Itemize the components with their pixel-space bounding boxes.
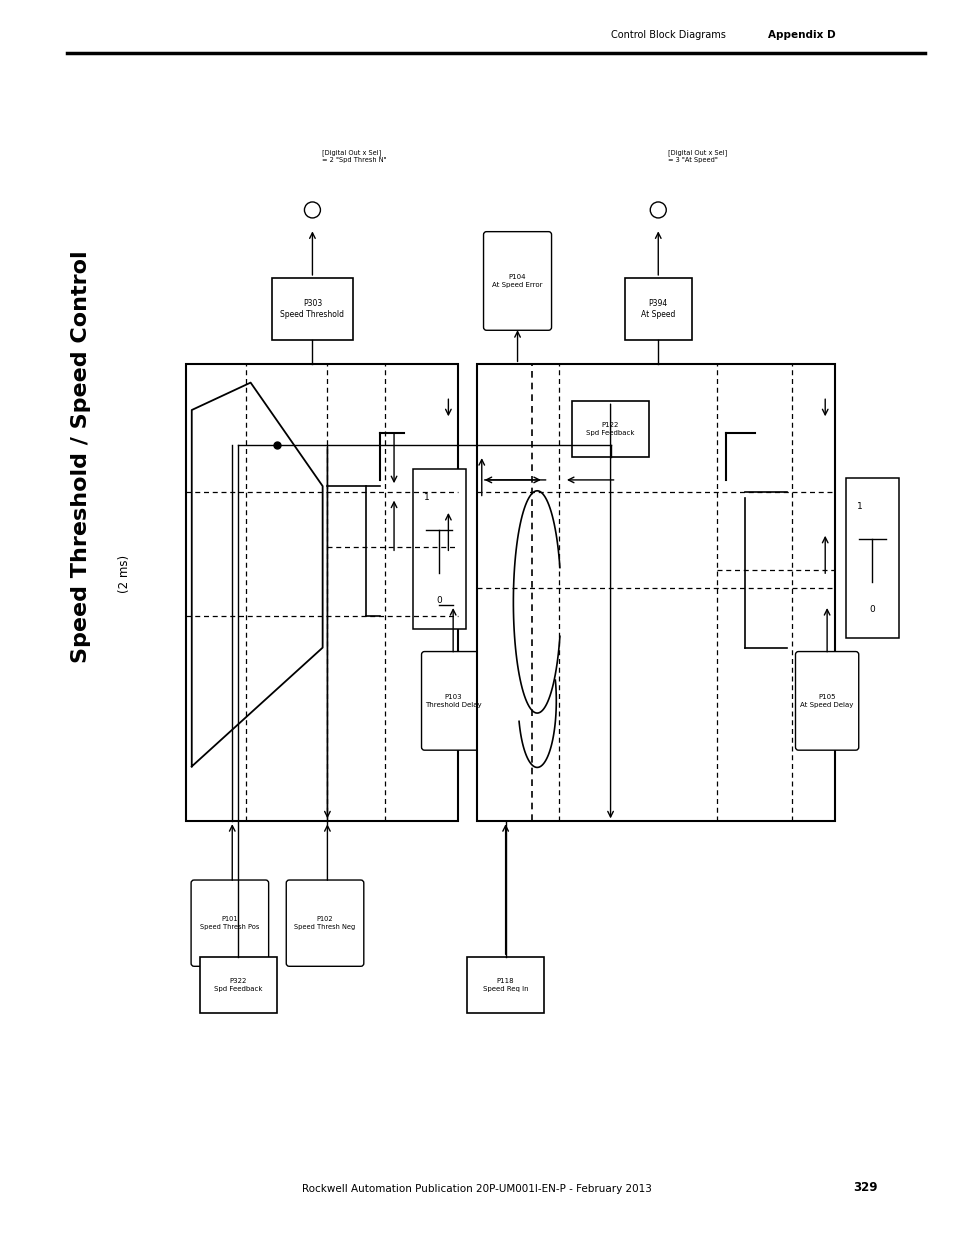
Text: P104
At Speed Error: P104 At Speed Error <box>492 274 542 288</box>
Bar <box>845 478 898 638</box>
Bar <box>572 401 648 457</box>
Text: Control Block Diagrams: Control Block Diagrams <box>610 30 724 40</box>
FancyBboxPatch shape <box>286 881 363 966</box>
Text: [Digital Out x Sel]
= 3 "At Speed": [Digital Out x Sel] = 3 "At Speed" <box>667 148 726 163</box>
Text: Appendix D: Appendix D <box>767 30 835 40</box>
Text: 0: 0 <box>436 597 442 605</box>
Bar <box>200 957 276 1013</box>
Text: Rockwell Automation Publication 20P-UM001I-EN-P - February 2013: Rockwell Automation Publication 20P-UM00… <box>302 1184 651 1194</box>
Text: P103
Threshold Delay: P103 Threshold Delay <box>424 694 481 708</box>
Bar <box>272 278 353 340</box>
Text: Speed Threshold / Speed Control: Speed Threshold / Speed Control <box>71 251 91 663</box>
FancyBboxPatch shape <box>421 652 484 750</box>
FancyBboxPatch shape <box>483 232 551 330</box>
Text: P394
At Speed: P394 At Speed <box>640 299 675 319</box>
Text: 1: 1 <box>856 503 862 511</box>
Text: [Digital Out x Sel]
= 2 "Spd Thresh N": [Digital Out x Sel] = 2 "Spd Thresh N" <box>321 148 386 163</box>
Bar <box>467 957 543 1013</box>
Text: P101
Speed Thresh Pos: P101 Speed Thresh Pos <box>200 916 259 930</box>
Text: P105
At Speed Delay: P105 At Speed Delay <box>800 694 853 708</box>
FancyBboxPatch shape <box>191 881 269 966</box>
Text: P122
Spd Feedback: P122 Spd Feedback <box>586 422 634 436</box>
Text: 1: 1 <box>423 493 429 503</box>
Text: P118
Speed Req In: P118 Speed Req In <box>482 978 528 992</box>
Text: 0: 0 <box>868 605 875 614</box>
Text: P303
Speed Threshold: P303 Speed Threshold <box>280 299 344 319</box>
Text: 329: 329 <box>852 1181 877 1194</box>
Text: P322
Spd Feedback: P322 Spd Feedback <box>214 978 262 992</box>
Text: P102
Speed Thresh Neg: P102 Speed Thresh Neg <box>294 916 355 930</box>
Bar <box>476 364 834 821</box>
Text: (2 ms): (2 ms) <box>117 556 131 593</box>
Bar <box>186 364 457 821</box>
FancyBboxPatch shape <box>795 652 858 750</box>
Bar <box>413 469 465 630</box>
Bar <box>624 278 691 340</box>
